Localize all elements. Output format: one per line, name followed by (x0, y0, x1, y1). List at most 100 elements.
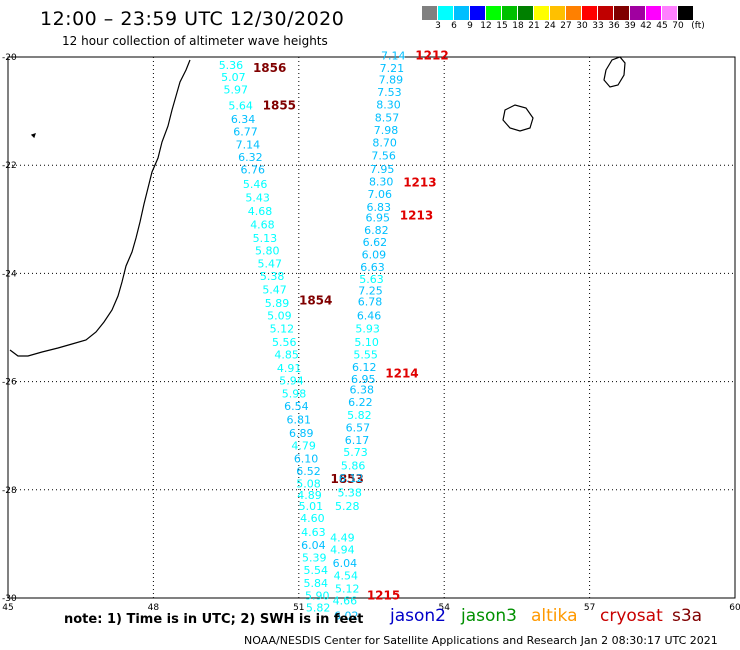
wave-height-value: 5.89 (265, 297, 290, 310)
pass-time-label: 1853 (330, 472, 363, 486)
wave-height-value: 6.12 (352, 361, 377, 374)
colorbar-label: 36 (608, 21, 620, 31)
latitude-label: -20 (2, 53, 17, 63)
wave-height-value: 6.04 (333, 557, 358, 570)
wave-height-value: 5.82 (306, 602, 331, 615)
wave-height-value: 4.89 (297, 489, 322, 502)
wave-height-value: 6.83 (367, 201, 392, 214)
wave-height-value: 5.46 (243, 178, 268, 191)
wave-height-value: 5.07 (221, 71, 246, 84)
wave-height-value: 5.10 (354, 336, 379, 349)
legend-s3a: s3a (672, 606, 703, 626)
wave-height-value: 5.56 (272, 336, 297, 349)
wave-height-value: 5.84 (304, 577, 329, 590)
colorbar-cell (438, 6, 454, 20)
pass-time-label: 1856 (253, 61, 286, 75)
pass-time-label: 1214 (385, 366, 418, 380)
colorbar-cell (678, 6, 694, 20)
wave-height-value: 4.94 (330, 543, 355, 556)
wave-height-value: 6.38 (350, 384, 375, 397)
wave-height-value: 6.95 (351, 373, 376, 386)
small-islet (30, 133, 36, 139)
wave-height-value: 5.98 (282, 388, 307, 401)
colorbar-label: 33 (592, 21, 604, 31)
wave-height-value: 4.79 (291, 439, 316, 452)
pass-time-label: 1212 (415, 48, 448, 62)
wave-height-value: 5.82 (347, 409, 372, 422)
wave-height-value: 5.97 (224, 83, 249, 96)
graticule: 45 48 51 54 57 60 -20 -22 -24 -26 -28 -30 (2, 53, 740, 613)
wave-height-value: 7.21 (380, 62, 405, 75)
credit-line: NOAA/NESDIS Center for Satellite Applica… (244, 634, 718, 647)
wave-height-value: 7.89 (379, 74, 404, 87)
legend-altika: altika (531, 606, 578, 626)
wave-height-value: 5.01 (299, 500, 324, 513)
pass-time-label: 1855 (263, 99, 296, 113)
wave-height-value: 5.38 (260, 270, 285, 283)
colorbar-labels: 3 6 9 12 15 18 21 24 27 30 33 36 39 42 45 70 (ft) (422, 21, 740, 33)
wave-height-value: 6.82 (364, 224, 389, 237)
wave-height-value: 7.25 (358, 285, 383, 298)
colorbar-unit: (ft) (691, 21, 705, 31)
wave-height-value: 6.54 (284, 400, 309, 413)
wave-height-value: 4.85 (274, 349, 299, 362)
longitude-label: 60 (729, 603, 740, 613)
colorbar-label: 9 (467, 21, 473, 31)
wave-height-value: 7.14 (236, 139, 261, 152)
wave-height-value: 5.94 (279, 375, 304, 388)
wave-height-value: 5.63 (359, 273, 384, 286)
wave-height-value: 5.28 (335, 500, 360, 513)
wave-height-value: 5.08 (296, 477, 321, 490)
wave-height-value: 5.38 (337, 487, 362, 500)
wave-height-value: 5.09 (267, 310, 292, 323)
pass-time-label: 1215 (367, 588, 400, 602)
wave-height-value: 6.63 (360, 261, 385, 274)
wave-height-value: 7.95 (370, 163, 395, 176)
wave-height-value: 7.53 (377, 86, 402, 99)
map-note: note: 1) Time is in UTC; 2) SWH is in fe… (64, 612, 364, 627)
wave-height-value: 5.36 (219, 59, 244, 72)
longitude-label: 48 (148, 603, 160, 613)
wave-height-value: 8.57 (375, 112, 400, 125)
wave-height-value: 6.10 (294, 452, 319, 465)
colorbar-cell (646, 6, 662, 20)
colorbar-label: 39 (624, 21, 636, 31)
wave-height-value: 7.06 (367, 188, 392, 201)
wave-height-value: 5.47 (257, 258, 282, 271)
reunion-island (502, 104, 534, 132)
wave-height-value: 6.52 (296, 465, 321, 478)
wave-height-value: 6.12 (339, 472, 364, 485)
latitude-label: -22 (2, 161, 17, 171)
colorbar-label: 24 (544, 21, 556, 31)
colorbar-label: 15 (496, 21, 508, 31)
colorbar-label: 18 (512, 21, 524, 31)
wave-height-value: 5.43 (245, 192, 270, 205)
wave-height-value: 5.12 (335, 582, 360, 595)
wave-height-value: 6.89 (289, 427, 314, 440)
colorbar-label: 27 (560, 21, 572, 31)
wave-height-value: 6.17 (345, 434, 370, 447)
colorbar-label: 6 (451, 21, 457, 31)
legend-jason2: jason2 (390, 606, 446, 626)
wave-height-value: 5.80 (255, 245, 280, 258)
wave-height-value: 5.90 (305, 589, 330, 602)
legend-cryosat: cryosat (600, 606, 663, 626)
wave-height-value: 8.70 (372, 136, 397, 149)
wave-height-value: 5.93 (355, 323, 380, 336)
pass-time-label: 1213 (400, 209, 433, 223)
colorbar-cell (502, 6, 518, 20)
wave-height-value: 4.63 (301, 526, 326, 539)
coastline (9, 56, 626, 357)
wave-height-value: 6.32 (238, 151, 263, 164)
wave-height-value: 6.02 (334, 609, 359, 622)
wave-height-value: 5.12 (270, 323, 295, 336)
wave-height-colorbar (422, 6, 694, 20)
colorbar-cell (422, 6, 438, 20)
longitude-label: 54 (438, 603, 450, 613)
wave-height-value: 5.64 (228, 100, 253, 113)
colorbar-label: 30 (576, 21, 588, 31)
colorbar-cell (630, 6, 646, 20)
wave-height-value: 5.55 (353, 349, 378, 362)
mauritius-island (603, 56, 626, 88)
